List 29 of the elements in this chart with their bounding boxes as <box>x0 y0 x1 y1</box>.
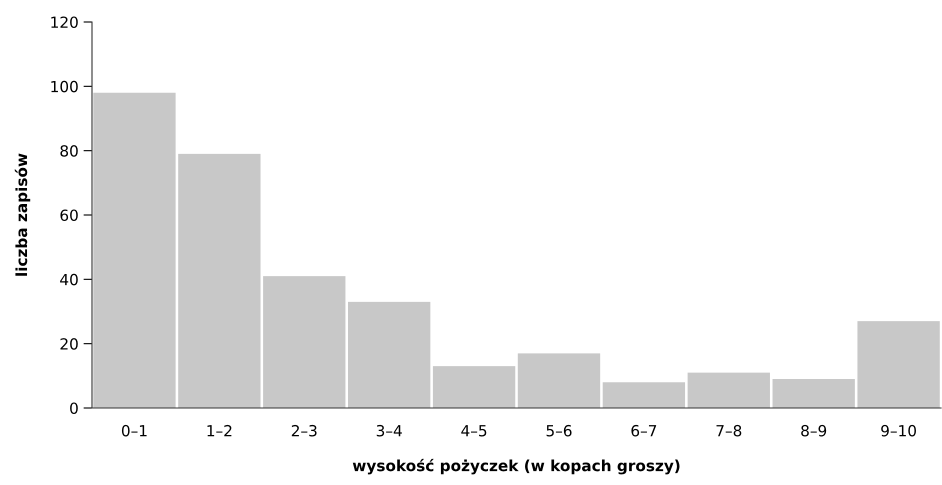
y-axis-title: liczba zapisów <box>14 154 30 276</box>
x-tick-label: 1–2 <box>207 424 232 436</box>
y-tick-label: 40 <box>60 274 78 286</box>
x-tick-label: 2–3 <box>292 424 317 436</box>
x-tick-label: 3–4 <box>376 424 402 436</box>
x-tick-label: 6–7 <box>631 424 656 436</box>
bar <box>432 366 516 408</box>
y-tick-label: 60 <box>60 209 78 222</box>
x-tick-label: 7–8 <box>716 424 742 436</box>
bar <box>688 372 770 408</box>
bar <box>348 302 430 408</box>
bar <box>263 276 346 408</box>
x-tick-label: 4–5 <box>461 425 486 436</box>
bar <box>518 353 600 408</box>
y-tick-label: 80 <box>60 145 78 157</box>
y-tick-label: 120 <box>51 16 78 28</box>
bar <box>602 382 686 408</box>
bar <box>93 92 176 408</box>
x-axis-title: wysokość pożyczek (w kopach groszy) <box>352 458 680 474</box>
y-tick-label: 20 <box>60 338 78 350</box>
y-tick-label: 100 <box>51 80 78 92</box>
y-tick-label: 0 <box>70 402 78 414</box>
bar <box>857 321 940 408</box>
x-tick-label: 0–1 <box>122 424 147 436</box>
x-tick-label: 9–10 <box>881 424 916 436</box>
bar <box>178 154 261 408</box>
bar <box>772 379 855 408</box>
x-tick-label: 5–6 <box>546 424 572 436</box>
x-tick-label: 8–9 <box>801 424 826 436</box>
